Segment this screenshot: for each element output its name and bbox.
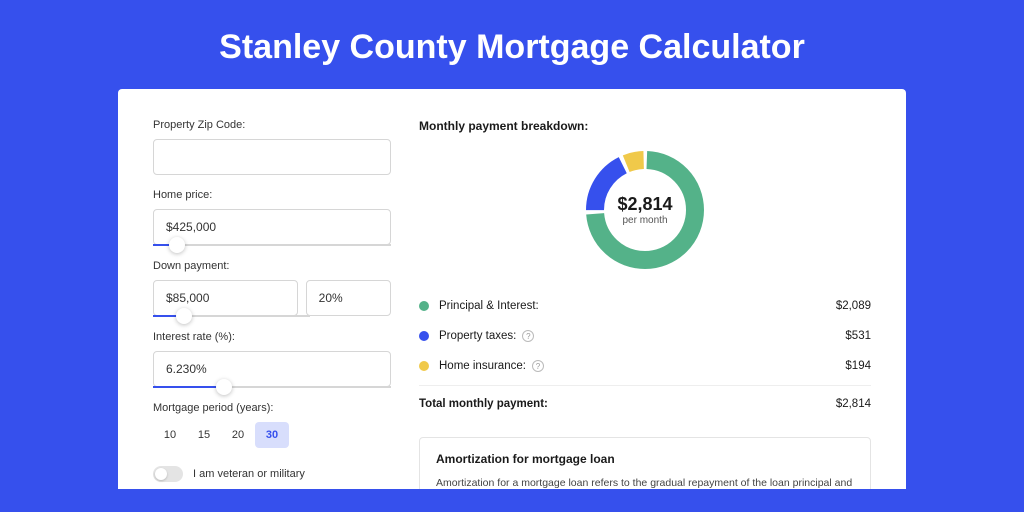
- total-row: Total monthly payment: $2,814: [419, 385, 871, 419]
- zip-input[interactable]: [153, 139, 391, 175]
- legend-value-principal: $2,089: [836, 300, 871, 312]
- amortization-title: Amortization for mortgage loan: [436, 452, 854, 466]
- total-label: Total monthly payment:: [419, 398, 836, 410]
- legend-label-principal: Principal & Interest:: [439, 300, 836, 312]
- zip-label: Property Zip Code:: [153, 119, 391, 131]
- legend-dot-taxes: [419, 331, 429, 341]
- down-payment-pct-input[interactable]: [306, 280, 391, 316]
- veteran-row: I am veteran or military: [153, 466, 391, 482]
- down-payment-input[interactable]: [153, 280, 298, 316]
- veteran-toggle[interactable]: [153, 466, 183, 482]
- down-payment-slider-thumb[interactable]: [176, 308, 192, 324]
- interest-input[interactable]: [153, 351, 391, 387]
- amortization-text: Amortization for a mortgage loan refers …: [436, 476, 854, 489]
- period-label: Mortgage period (years):: [153, 402, 391, 414]
- home-price-group: Home price:: [153, 189, 391, 246]
- interest-slider[interactable]: [153, 386, 391, 388]
- breakdown-title: Monthly payment breakdown:: [419, 119, 871, 133]
- veteran-label: I am veteran or military: [193, 468, 305, 480]
- interest-label: Interest rate (%):: [153, 331, 391, 343]
- home-price-label: Home price:: [153, 189, 391, 201]
- donut-amount: $2,814: [617, 194, 672, 215]
- legend-value-taxes: $531: [845, 330, 871, 342]
- donut-wrap: $2,814 per month: [419, 133, 871, 291]
- period-btn-20[interactable]: 20: [221, 422, 255, 448]
- breakdown-legend: Principal & Interest:$2,089Property taxe…: [419, 291, 871, 381]
- page-title: Stanley County Mortgage Calculator: [0, 0, 1024, 89]
- home-price-slider-thumb[interactable]: [169, 237, 185, 253]
- amortization-block: Amortization for mortgage loan Amortizat…: [419, 437, 871, 489]
- down-payment-slider[interactable]: [153, 315, 310, 317]
- down-payment-group: Down payment:: [153, 260, 391, 317]
- legend-row-principal: Principal & Interest:$2,089: [419, 291, 871, 321]
- interest-slider-thumb[interactable]: [216, 379, 232, 395]
- period-group: Mortgage period (years): 10152030: [153, 402, 391, 448]
- form-panel: Property Zip Code: Home price: Down paym…: [153, 119, 391, 489]
- home-price-input[interactable]: [153, 209, 391, 245]
- donut-sub: per month: [622, 215, 667, 226]
- zip-field-group: Property Zip Code:: [153, 119, 391, 175]
- legend-dot-insurance: [419, 361, 429, 371]
- legend-label-taxes: Property taxes:?: [439, 330, 845, 342]
- info-icon[interactable]: ?: [522, 330, 534, 342]
- total-value: $2,814: [836, 398, 871, 410]
- interest-group: Interest rate (%):: [153, 331, 391, 388]
- legend-value-insurance: $194: [845, 360, 871, 372]
- period-btn-30[interactable]: 30: [255, 422, 289, 448]
- legend-dot-principal: [419, 301, 429, 311]
- legend-row-taxes: Property taxes:?$531: [419, 321, 871, 351]
- legend-row-insurance: Home insurance:?$194: [419, 351, 871, 381]
- calculator-card: Property Zip Code: Home price: Down paym…: [118, 89, 906, 489]
- period-btn-15[interactable]: 15: [187, 422, 221, 448]
- home-price-slider[interactable]: [153, 244, 391, 246]
- veteran-toggle-knob: [155, 468, 167, 480]
- down-payment-label: Down payment:: [153, 260, 391, 272]
- breakdown-panel: Monthly payment breakdown: $2,814 per mo…: [419, 119, 871, 489]
- donut-chart: $2,814 per month: [582, 147, 708, 273]
- period-btn-10[interactable]: 10: [153, 422, 187, 448]
- legend-label-insurance: Home insurance:?: [439, 360, 845, 372]
- info-icon[interactable]: ?: [532, 360, 544, 372]
